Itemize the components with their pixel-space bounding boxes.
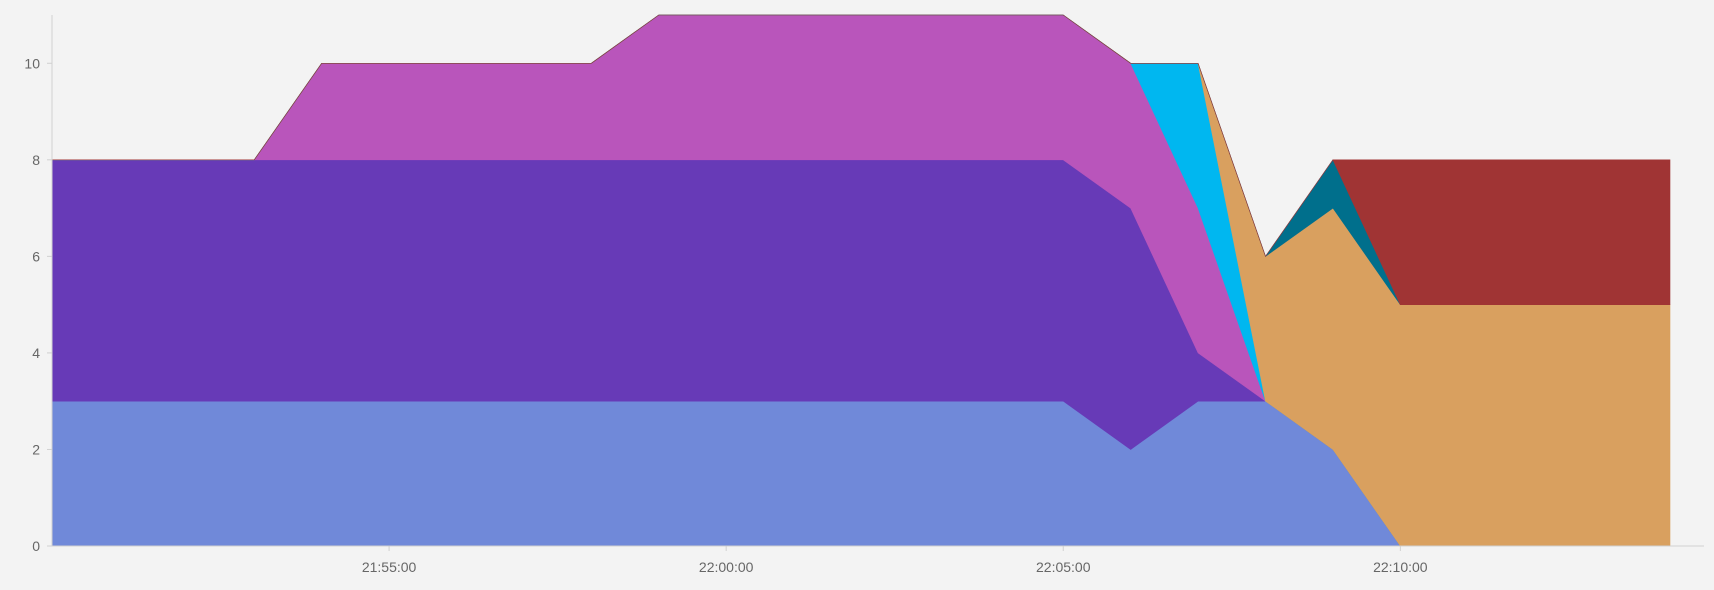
areas-layer	[51, 14, 1671, 547]
axes-layer	[51, 15, 1704, 547]
x-tick-label: 22:10:00	[1373, 559, 1428, 575]
x-tick-label: 21:55:00	[362, 559, 417, 575]
x-tick-label: 22:05:00	[1036, 559, 1091, 575]
y-tick-label: 10	[24, 55, 40, 71]
y-tick-label: 0	[32, 538, 40, 554]
y-tick-label: 6	[32, 248, 40, 264]
y-tick-labels: 0 2 4 6 8 10	[24, 55, 52, 554]
y-tick-label: 8	[32, 152, 40, 168]
area-series-7	[52, 14, 1671, 305]
y-tick-label: 2	[32, 441, 40, 457]
x-tick-label: 22:00:00	[699, 559, 754, 575]
y-tick-label: 4	[32, 345, 40, 361]
x-tick-labels: 21:55:00 22:00:00 22:05:00 22:10:00	[362, 546, 1428, 575]
